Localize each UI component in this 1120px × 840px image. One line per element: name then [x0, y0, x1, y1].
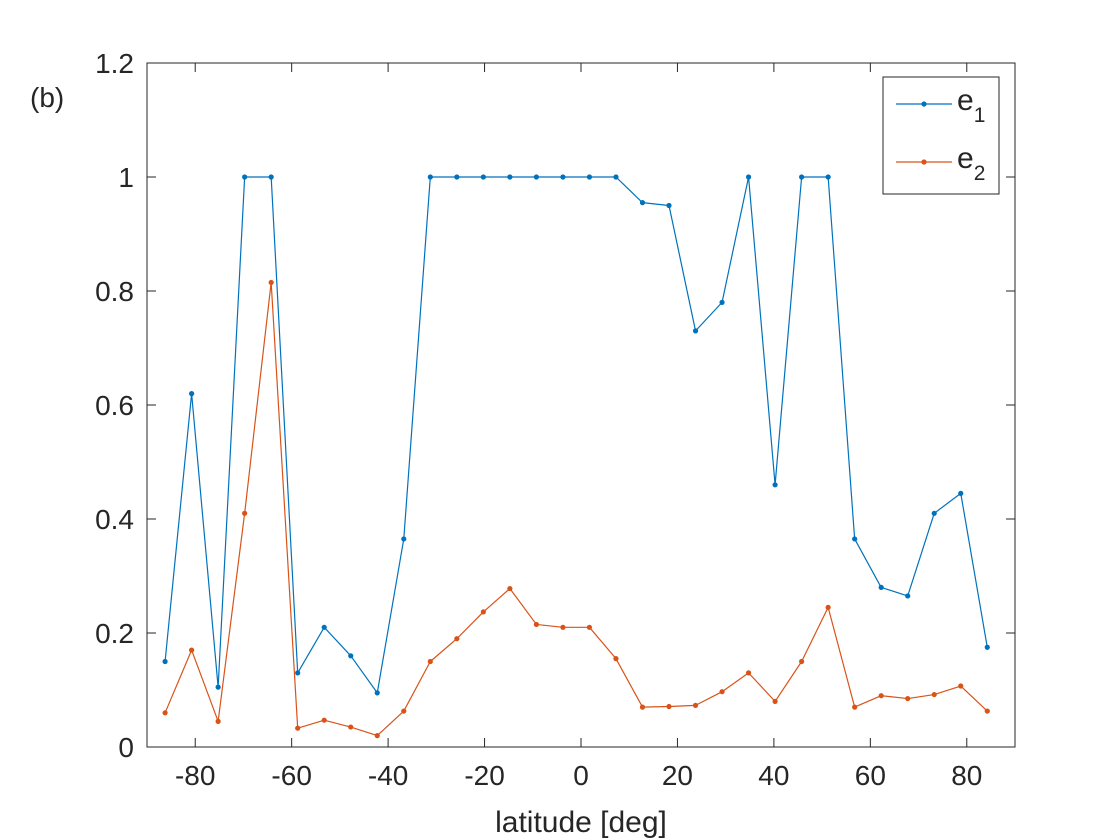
legend-label: e2: [957, 142, 985, 185]
legend-marker: [921, 101, 927, 107]
series-line-e2: [164, 281, 988, 737]
data-point-e2: [745, 670, 752, 676]
data-point-e2: [613, 656, 619, 662]
data-point-e2: [825, 604, 831, 610]
data-point-e1: [958, 490, 964, 496]
data-point-e2: [799, 658, 805, 665]
data-point-e1: [799, 174, 805, 180]
series-e2: [162, 279, 990, 739]
data-point-e1: [613, 174, 619, 180]
data-point-e1: [666, 202, 672, 209]
data-point-e2: [560, 624, 566, 630]
legend-label: e1: [957, 84, 985, 127]
y-tick-label: 1: [118, 162, 134, 193]
y-tick-label: 0.2: [95, 618, 134, 649]
data-point-e1: [745, 174, 752, 180]
axis-ticks: [147, 62, 1015, 748]
data-point-e1: [692, 328, 699, 334]
data-point-e2: [268, 279, 274, 286]
data-point-e2: [586, 624, 593, 630]
legend-marker: [921, 159, 927, 165]
series-layer: [162, 174, 990, 739]
data-point-e1: [852, 536, 858, 542]
legend-item-e1: e1: [896, 84, 985, 127]
x-tick-label: 80: [951, 760, 982, 791]
y-tick-label: 0.4: [95, 504, 134, 535]
legend-box: [882, 76, 1000, 195]
x-tick-label: -80: [175, 760, 215, 791]
panel-label: (b): [30, 82, 64, 113]
data-point-e1: [401, 536, 407, 542]
data-point-e2: [984, 708, 990, 714]
data-point-e2: [719, 689, 725, 695]
data-point-e1: [348, 653, 354, 659]
series-line-e1: [164, 176, 988, 694]
y-tick-label: 0: [118, 732, 134, 763]
data-point-e2: [905, 695, 911, 702]
data-point-e2: [374, 733, 380, 739]
x-tick-label: -60: [271, 760, 311, 791]
data-point-e1: [454, 174, 460, 180]
data-point-e1: [242, 174, 248, 180]
x-tick-label: 40: [758, 760, 789, 791]
x-tick-label: -20: [464, 760, 504, 791]
series-e1: [162, 174, 990, 696]
data-point-e2: [321, 717, 327, 723]
data-point-e1: [719, 299, 725, 305]
data-point-e1: [825, 174, 831, 180]
data-point-e1: [215, 684, 221, 690]
data-point-e2: [878, 693, 884, 699]
data-point-e2: [639, 704, 646, 710]
data-point-e1: [905, 593, 911, 599]
y-tick-label: 0.6: [95, 390, 134, 421]
data-point-e2: [480, 609, 486, 615]
data-point-e2: [852, 704, 858, 710]
tick-labels: -80 -60 -40 -20 0 20 40 60 80 0 0.2 0.4 0.6 0.8 1 1.2: [95, 48, 982, 791]
x-tick-label: 60: [855, 760, 886, 791]
legend-item-e2: e2: [896, 142, 985, 185]
x-tick-label: 0: [573, 760, 589, 791]
data-point-e1: [507, 174, 513, 180]
data-point-e2: [162, 710, 168, 716]
data-point-e2: [215, 718, 221, 724]
y-tick-label: 0.8: [95, 276, 134, 307]
data-point-e2: [666, 703, 672, 710]
data-point-e2: [533, 621, 539, 628]
data-point-e1: [295, 670, 301, 676]
data-point-e1: [931, 510, 937, 516]
data-point-e1: [162, 658, 168, 665]
data-point-e2: [348, 724, 354, 730]
data-point-e2: [401, 708, 407, 714]
data-point-e2: [958, 683, 964, 689]
data-point-e1: [189, 391, 195, 397]
data-point-e2: [454, 636, 460, 642]
data-point-e2: [931, 691, 937, 698]
data-point-e1: [878, 584, 884, 591]
data-point-e1: [560, 174, 566, 180]
data-point-e1: [639, 200, 646, 206]
data-point-e1: [427, 174, 433, 180]
data-point-e2: [242, 510, 248, 516]
data-point-e2: [189, 647, 195, 653]
y-tick-label: 1.2: [95, 48, 134, 79]
x-tick-label: 20: [662, 760, 693, 791]
data-point-e1: [586, 174, 593, 180]
x-axis-label: latitude [deg]: [495, 806, 667, 839]
data-point-e1: [984, 644, 990, 650]
x-tick-label: -40: [368, 760, 408, 791]
data-point-e1: [268, 174, 274, 180]
data-point-e1: [533, 174, 539, 180]
data-point-e2: [772, 698, 778, 705]
data-point-e1: [772, 482, 778, 488]
data-point-e1: [480, 174, 486, 180]
data-point-e2: [507, 585, 513, 592]
data-point-e2: [692, 702, 699, 708]
data-point-e1: [321, 624, 327, 630]
data-point-e2: [427, 658, 433, 665]
data-point-e2: [295, 725, 301, 731]
data-point-e1: [374, 690, 380, 696]
